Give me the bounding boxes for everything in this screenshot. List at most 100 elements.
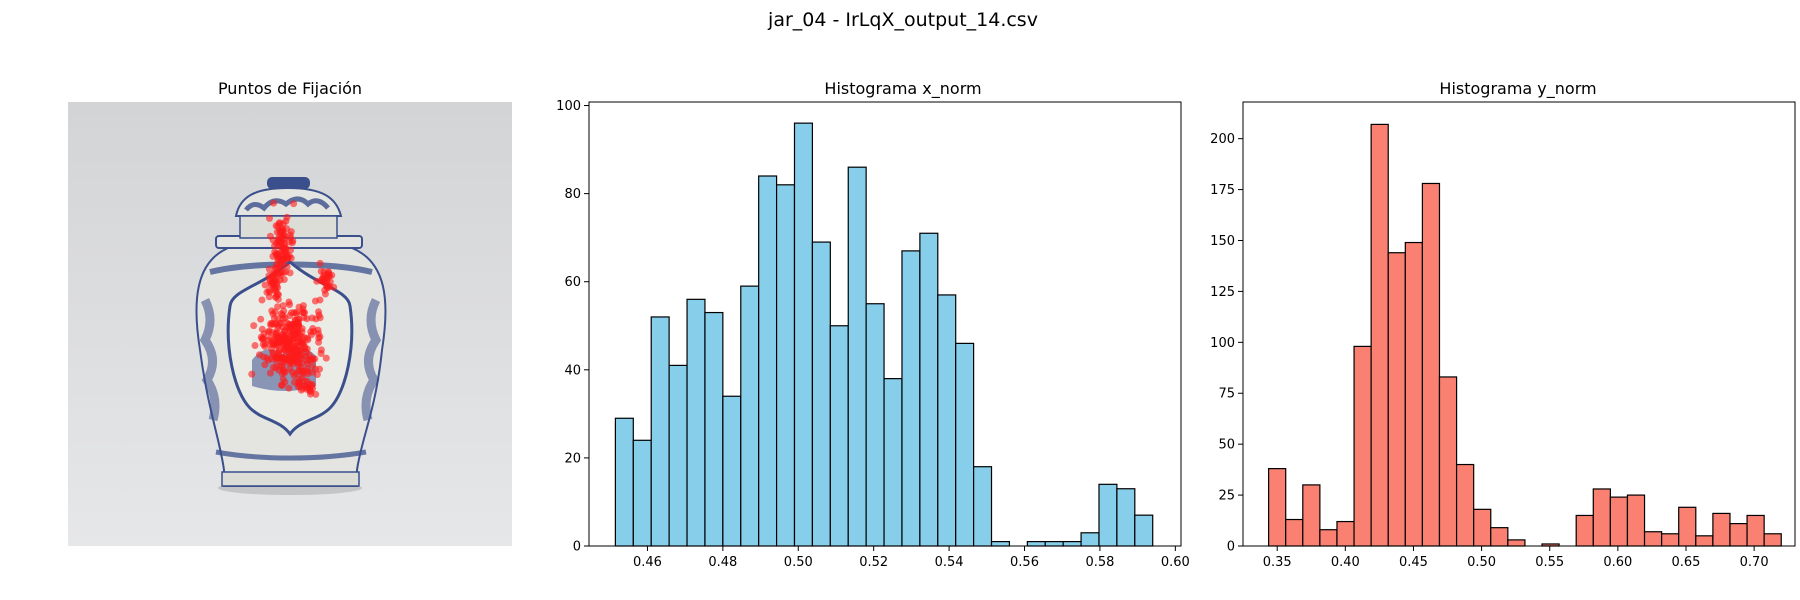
histogram-bar: [901, 250, 921, 547]
x-tick-label: 0.54: [935, 555, 964, 570]
fixation-point: [308, 314, 316, 322]
histogram-bar: [1387, 252, 1406, 547]
fixation-point: [265, 265, 273, 273]
fixation-point: [289, 356, 297, 364]
histogram-bar: [704, 311, 724, 547]
histogram-bar: [686, 298, 706, 547]
histogram-bar: [1643, 531, 1663, 547]
fixation-point: [266, 214, 273, 222]
x-tick-label: 0.70: [1740, 555, 1769, 570]
fixation-point: [288, 330, 296, 338]
y-tick-label: 125: [1210, 285, 1235, 300]
histogram-bar: [973, 466, 993, 547]
fixation-points: [248, 199, 338, 398]
y-tick-label: 200: [1210, 132, 1235, 147]
fixation-point: [316, 259, 324, 267]
fixation-point: [269, 236, 277, 244]
histogram-bar: [919, 232, 939, 547]
fixation-point: [313, 277, 321, 285]
fixation-point: [308, 331, 315, 339]
fixation-point: [270, 341, 278, 348]
histogram-bar: [1404, 241, 1424, 547]
fixation-point: [281, 368, 289, 376]
histogram-bar: [1438, 376, 1458, 547]
fixation-image-panel: Puntos de Fijación: [68, 79, 512, 546]
fixation-point: [268, 279, 276, 287]
fixation-point: [280, 255, 288, 263]
fixation-point: [307, 390, 314, 398]
fixation-point: [300, 368, 308, 376]
y-tick-label: 0: [573, 540, 581, 555]
fixation-point: [273, 329, 281, 336]
y-hist-title: Histograma y_norm: [1439, 79, 1596, 99]
jar-floral-left: [199, 297, 220, 422]
histogram-bar: [775, 184, 796, 547]
axes-frame: [588, 101, 1182, 547]
histogram-bar: [793, 122, 814, 547]
histogram-bar: [1044, 540, 1064, 547]
y-tick-label: 25: [1218, 489, 1235, 504]
histogram-bar: [632, 439, 652, 547]
x-tick-label: 0.58: [1085, 555, 1114, 570]
y-tick-label: 175: [1210, 183, 1235, 198]
histogram-bar: [758, 175, 778, 547]
y-tick-label: 50: [1218, 438, 1235, 453]
fixation-point: [260, 353, 267, 361]
fixation-point: [267, 321, 275, 329]
figure-suptitle: jar_04 - IrLqX_output_14.csv: [767, 9, 1038, 31]
histogram-bar: [614, 417, 634, 547]
x-tick-label: 0.46: [633, 555, 662, 570]
y-tick-label: 80: [564, 187, 581, 202]
x-norm-histogram: Histograma x_norm 0.46 0.48 0.50 0.52 0.54 0.…: [556, 79, 1190, 570]
fixation-point: [279, 359, 287, 367]
histogram-bar: [1763, 533, 1782, 547]
histogram-bar: [668, 364, 688, 547]
histogram-bar: [1592, 488, 1611, 547]
fixation-point: [250, 322, 258, 330]
histogram-bar: [1421, 182, 1441, 547]
histogram-bar: [847, 166, 867, 547]
histogram-bar: [1080, 532, 1100, 547]
fixation-point: [288, 309, 295, 317]
fixation-point: [273, 250, 281, 258]
x-tick-label: 0.60: [1161, 555, 1190, 570]
histogram-bar: [1609, 496, 1629, 547]
fixation-point: [261, 281, 269, 289]
histogram-bar: [1473, 508, 1492, 547]
fixation-point: [274, 354, 282, 362]
x-tick-label: 0.56: [1010, 555, 1039, 570]
fixation-point: [313, 371, 321, 378]
fixation-point: [317, 350, 325, 357]
histogram-bar: [1575, 514, 1594, 547]
histogram-bar: [1507, 539, 1526, 547]
fixation-point: [283, 263, 291, 271]
fixation-point: [265, 287, 273, 295]
histogram-bar: [937, 294, 957, 547]
histogram-bar: [865, 303, 885, 547]
x-hist-plot: 0.46 0.48 0.50 0.52 0.54 0.56 0.58 0.60 0 20 40 60 8…: [556, 99, 1190, 570]
histogram-bar: [1712, 512, 1731, 547]
fixation-point: [325, 269, 333, 277]
fixation-point: [248, 370, 256, 378]
fixation-point: [257, 315, 265, 323]
fixation-point: [266, 369, 274, 377]
y-tick-label: 40: [564, 363, 581, 378]
histogram-bar: [1455, 463, 1475, 547]
fixation-point: [277, 262, 285, 270]
x-tick-label: 0.65: [1672, 555, 1701, 570]
x-tick-label: 0.55: [1535, 555, 1564, 570]
fixation-point: [291, 343, 299, 350]
fixation-point: [277, 234, 285, 241]
histogram-bar: [1661, 533, 1680, 547]
y-tick-label: 100: [556, 99, 581, 114]
fixation-point: [322, 282, 330, 290]
histogram-bar: [1695, 535, 1714, 547]
histogram-bar: [990, 540, 1011, 547]
histogram-bar: [1626, 494, 1646, 547]
fixation-point: [281, 244, 289, 252]
jar-lid-pattern: [244, 196, 330, 212]
histogram-bar: [811, 241, 831, 547]
fixation-point: [274, 315, 282, 323]
fixation-point: [276, 228, 284, 236]
